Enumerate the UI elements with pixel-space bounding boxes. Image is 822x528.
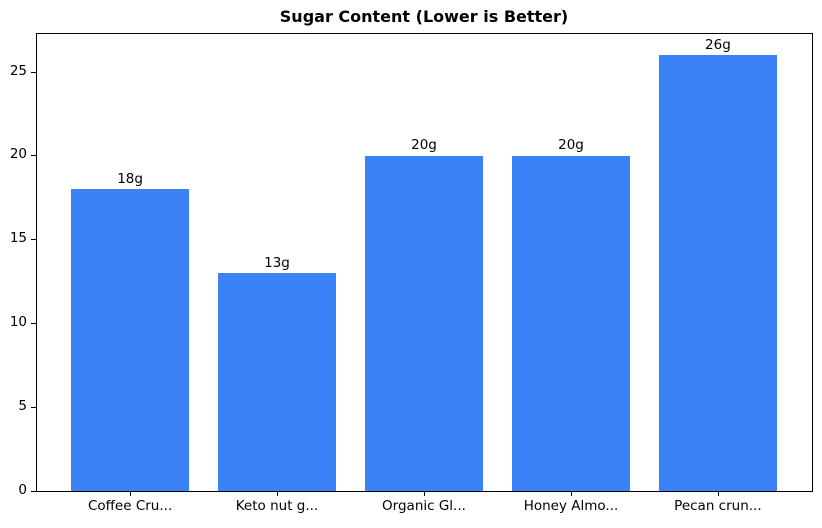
y-tick-mark xyxy=(31,155,36,156)
x-tick-mark xyxy=(130,492,131,496)
bar xyxy=(659,54,777,491)
y-tick-mark xyxy=(31,239,36,240)
x-tick-mark xyxy=(718,492,719,496)
bar xyxy=(71,189,189,491)
chart-title: Sugar Content (Lower is Better) xyxy=(279,7,569,26)
bar-value-label: 18g xyxy=(117,171,143,188)
bar-value-label: 13g xyxy=(264,254,290,271)
y-tick-label: 0 xyxy=(18,482,27,498)
y-tick-mark xyxy=(31,491,36,492)
bar-value-label: 20g xyxy=(558,137,584,154)
y-tick-label: 5 xyxy=(18,398,27,414)
y-tick-mark xyxy=(31,72,36,73)
y-tick-mark xyxy=(31,323,36,324)
bar xyxy=(512,155,630,491)
bar-value-label: 26g xyxy=(705,36,731,53)
x-tick-mark xyxy=(424,492,425,496)
x-tick-label: Keto nut g... xyxy=(235,498,319,514)
x-tick-label: Pecan crun... xyxy=(674,498,762,514)
y-tick-label: 10 xyxy=(9,314,27,330)
y-tick-label: 25 xyxy=(9,63,27,79)
y-tick-label: 15 xyxy=(9,230,27,246)
bar xyxy=(365,155,483,491)
x-tick-mark xyxy=(571,492,572,496)
y-tick-mark xyxy=(31,407,36,408)
bar-value-label: 20g xyxy=(411,137,437,154)
x-tick-label: Honey Almo... xyxy=(523,498,619,514)
bar xyxy=(218,272,336,491)
x-tick-mark xyxy=(277,492,278,496)
y-tick-label: 20 xyxy=(9,146,27,162)
x-tick-label: Organic Gl... xyxy=(382,498,466,514)
x-tick-label: Coffee Cru... xyxy=(87,498,173,514)
